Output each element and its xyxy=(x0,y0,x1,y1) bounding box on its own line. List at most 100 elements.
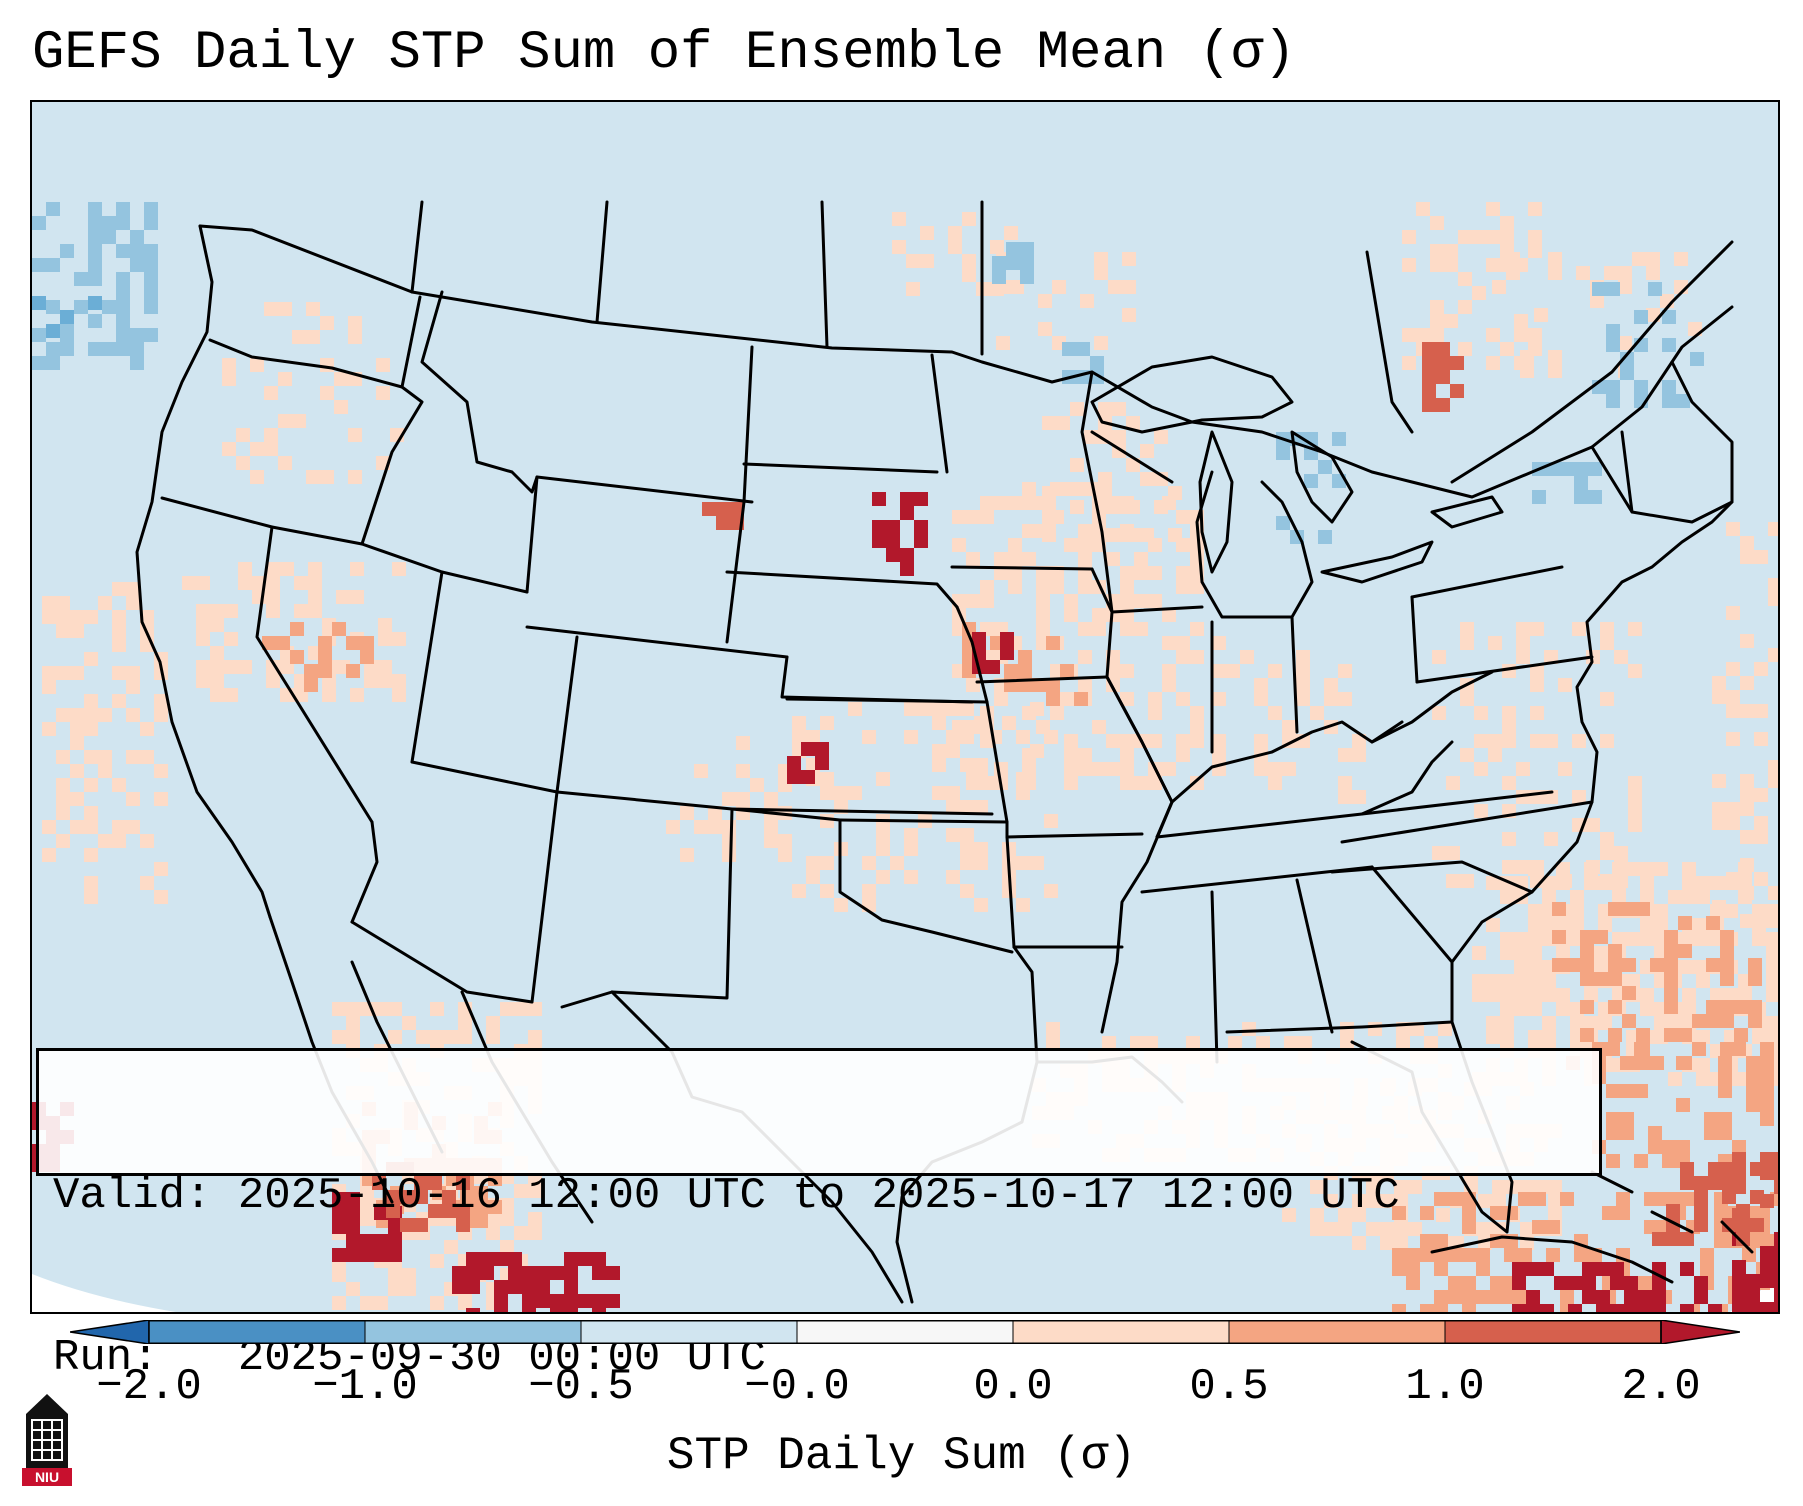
anomaly-cell xyxy=(1162,664,1176,678)
anomaly-cell xyxy=(98,750,112,764)
anomaly-cell xyxy=(1366,1180,1380,1194)
anomaly-cell xyxy=(1558,678,1572,692)
anomaly-cell xyxy=(1474,706,1488,720)
anomaly-cell xyxy=(1338,1208,1352,1222)
anomaly-cell xyxy=(266,576,280,590)
anomaly-cell xyxy=(1444,314,1458,328)
anomaly-cell xyxy=(1318,460,1332,474)
anomaly-cell xyxy=(1168,528,1182,542)
anomaly-cell xyxy=(1008,538,1022,552)
anomaly-cell xyxy=(1190,650,1204,664)
anomaly-cell xyxy=(1740,914,1754,928)
anomaly-cell xyxy=(1078,538,1092,552)
anomaly-cell xyxy=(346,1192,360,1206)
anomaly-cell xyxy=(196,618,210,632)
anomaly-cell xyxy=(932,702,946,716)
anomaly-cell xyxy=(1176,748,1190,762)
anomaly-cell xyxy=(1500,216,1514,230)
anomaly-cell xyxy=(960,842,974,856)
mn-wi-border xyxy=(1080,370,1114,614)
anomaly-cell xyxy=(1766,974,1778,988)
anomaly-cell xyxy=(1310,1180,1324,1194)
anomaly-cell xyxy=(1004,664,1018,678)
anomaly-cell xyxy=(126,596,140,610)
anomaly-cell xyxy=(1486,974,1500,988)
anomaly-cell xyxy=(1680,1262,1694,1276)
anomaly-cell xyxy=(1568,1304,1582,1312)
anomaly-cell xyxy=(904,702,918,716)
anomaly-cell xyxy=(1766,1016,1778,1030)
anomaly-cell xyxy=(1254,692,1268,706)
anomaly-cell xyxy=(736,764,750,778)
anomaly-cell xyxy=(1092,762,1106,776)
anomaly-cell xyxy=(1712,774,1726,788)
anomaly-cell xyxy=(1760,1042,1774,1056)
anomaly-cell xyxy=(1422,342,1436,356)
anomaly-cell xyxy=(1760,1098,1774,1112)
anomaly-cell xyxy=(1512,1262,1526,1276)
anomaly-cell xyxy=(1112,528,1126,542)
anomaly-cell xyxy=(70,722,84,736)
anomaly-cell xyxy=(1422,370,1436,384)
anomaly-cell xyxy=(1046,1036,1060,1050)
anomaly-cell xyxy=(494,1252,508,1266)
anomaly-cell xyxy=(1740,550,1754,564)
anomaly-cell xyxy=(508,1280,522,1294)
anomaly-cell xyxy=(474,1186,488,1200)
anomaly-cell xyxy=(986,660,1000,674)
anomaly-cell xyxy=(892,240,906,254)
anomaly-cell xyxy=(1598,1016,1612,1030)
anomaly-cell xyxy=(994,496,1008,510)
anomaly-cell xyxy=(1380,1236,1394,1250)
anomaly-cell xyxy=(1060,664,1074,678)
anomaly-cell xyxy=(1406,1276,1420,1290)
anomaly-cell xyxy=(1516,622,1530,636)
anomaly-cell xyxy=(1640,1002,1654,1016)
anomaly-cell xyxy=(1122,280,1136,294)
wv-va-border xyxy=(1370,670,1494,744)
anomaly-cell xyxy=(1420,1248,1434,1262)
anomaly-cell xyxy=(1620,366,1634,380)
anomaly-cell xyxy=(456,1204,470,1218)
anomaly-cell xyxy=(1570,918,1584,932)
anomaly-cell xyxy=(84,694,98,708)
anomaly-cell xyxy=(70,708,84,722)
colorbar xyxy=(70,1320,1740,1344)
anomaly-cell xyxy=(1634,1084,1648,1098)
anomaly-cell xyxy=(1528,932,1542,946)
anomaly-cell xyxy=(1648,282,1662,296)
anomaly-cell xyxy=(886,520,900,534)
mt-nd-border xyxy=(742,345,754,504)
anomaly-cell xyxy=(1434,1304,1448,1312)
canada-ab-sk xyxy=(595,200,609,324)
anomaly-cell xyxy=(250,470,264,484)
oh-pa-border xyxy=(1410,595,1419,684)
anomaly-cell xyxy=(1694,1176,1708,1190)
anomaly-cell xyxy=(536,1280,550,1294)
anomaly-cell xyxy=(1548,252,1562,266)
anomaly-cell xyxy=(1520,364,1534,378)
anomaly-cell xyxy=(1338,1222,1352,1236)
nv-ut-border xyxy=(410,570,444,764)
anomaly-cell xyxy=(1556,862,1570,876)
anomaly-cell xyxy=(1392,1248,1406,1262)
anomaly-cell xyxy=(374,1296,388,1310)
ny-vt-border xyxy=(1620,430,1634,514)
anomaly-cell xyxy=(130,328,144,342)
anomaly-cell xyxy=(196,674,210,688)
anomaly-cell xyxy=(1726,662,1740,676)
anomaly-cell xyxy=(346,1282,360,1296)
anomaly-cell xyxy=(792,730,806,744)
anomaly-cell xyxy=(1504,1248,1518,1262)
anomaly-cell xyxy=(1750,1218,1764,1232)
anomaly-cell xyxy=(360,636,374,650)
anomaly-cell xyxy=(1514,328,1528,342)
anomaly-cell xyxy=(210,674,224,688)
anomaly-cell xyxy=(1720,930,1734,944)
anomaly-cell xyxy=(1478,1222,1492,1236)
anomaly-cell xyxy=(1774,1260,1778,1274)
anomaly-cell xyxy=(1676,394,1690,408)
anomaly-cell xyxy=(1606,1042,1620,1056)
anomaly-cell xyxy=(1430,328,1444,342)
anomaly-cell xyxy=(1422,384,1436,398)
